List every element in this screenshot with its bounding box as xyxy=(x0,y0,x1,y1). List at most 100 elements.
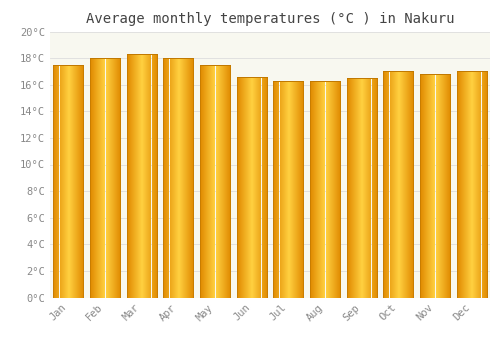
Bar xyxy=(425,74,426,298)
Bar xyxy=(300,81,302,298)
Bar xyxy=(316,81,317,298)
Bar xyxy=(274,81,276,298)
Bar xyxy=(355,78,356,298)
Bar xyxy=(330,81,332,298)
Bar xyxy=(241,77,242,298)
Bar xyxy=(201,65,202,298)
Bar xyxy=(260,77,262,298)
Bar xyxy=(248,77,249,298)
Bar xyxy=(310,81,311,298)
Bar xyxy=(427,74,428,298)
Bar xyxy=(144,54,146,298)
Bar xyxy=(254,77,256,298)
Bar xyxy=(474,71,476,298)
Bar xyxy=(242,77,243,298)
Bar xyxy=(428,74,430,298)
Bar xyxy=(226,65,227,298)
Bar xyxy=(143,54,144,298)
Bar xyxy=(313,81,314,298)
Bar xyxy=(80,65,82,298)
Bar xyxy=(119,58,120,298)
Bar xyxy=(266,77,268,298)
Bar xyxy=(410,71,412,298)
Bar xyxy=(205,65,206,298)
Bar xyxy=(450,74,451,298)
Bar xyxy=(336,81,337,298)
Bar xyxy=(351,78,352,298)
Bar xyxy=(245,77,246,298)
Bar xyxy=(156,54,158,298)
Bar xyxy=(404,71,405,298)
Bar xyxy=(424,74,425,298)
Bar xyxy=(184,58,185,298)
Bar xyxy=(438,74,440,298)
Bar xyxy=(314,81,315,298)
Bar xyxy=(207,65,208,298)
Bar xyxy=(399,71,400,298)
Bar xyxy=(403,71,404,298)
Bar xyxy=(412,71,414,298)
Bar xyxy=(434,74,436,298)
Bar xyxy=(357,78,358,298)
Bar xyxy=(69,65,70,298)
Bar xyxy=(70,65,71,298)
Bar xyxy=(484,71,486,298)
Bar xyxy=(216,65,218,298)
Bar xyxy=(282,81,284,298)
Bar xyxy=(106,58,108,298)
Bar xyxy=(116,58,117,298)
Bar xyxy=(421,74,422,298)
Bar xyxy=(364,78,366,298)
Bar xyxy=(362,78,363,298)
Bar xyxy=(338,81,339,298)
Bar xyxy=(139,54,140,298)
Bar xyxy=(339,81,340,298)
Bar xyxy=(449,74,450,298)
Bar xyxy=(358,78,359,298)
Bar xyxy=(178,58,179,298)
Bar xyxy=(247,77,248,298)
Bar xyxy=(252,77,253,298)
Bar xyxy=(212,65,214,298)
Bar xyxy=(408,71,409,298)
Bar xyxy=(72,65,73,298)
Bar xyxy=(206,65,207,298)
Bar xyxy=(203,65,204,298)
Bar xyxy=(402,71,403,298)
Bar xyxy=(299,81,300,298)
Bar xyxy=(335,81,336,298)
Bar xyxy=(172,58,174,298)
Bar xyxy=(182,58,183,298)
Bar xyxy=(458,71,460,298)
Bar xyxy=(340,81,341,298)
Bar xyxy=(466,71,467,298)
Bar xyxy=(136,54,137,298)
Bar xyxy=(91,58,92,298)
Bar xyxy=(137,54,138,298)
Bar xyxy=(100,58,102,298)
Bar xyxy=(224,65,225,298)
Bar xyxy=(356,78,357,298)
Bar xyxy=(76,65,77,298)
Bar xyxy=(77,65,78,298)
Bar xyxy=(95,58,96,298)
Bar xyxy=(67,65,68,298)
Bar xyxy=(360,78,361,298)
Bar xyxy=(372,78,374,298)
Bar xyxy=(405,71,406,298)
Bar xyxy=(297,81,298,298)
Bar xyxy=(179,58,180,298)
Bar xyxy=(445,74,446,298)
Bar xyxy=(94,58,95,298)
Bar xyxy=(189,58,190,298)
Bar xyxy=(446,74,447,298)
Bar xyxy=(60,65,62,298)
Bar xyxy=(204,65,205,298)
Bar xyxy=(146,54,148,298)
Bar xyxy=(220,65,222,298)
Bar xyxy=(298,81,299,298)
Bar xyxy=(227,65,228,298)
Bar xyxy=(93,58,94,298)
Bar xyxy=(210,65,212,298)
Bar xyxy=(401,71,402,298)
